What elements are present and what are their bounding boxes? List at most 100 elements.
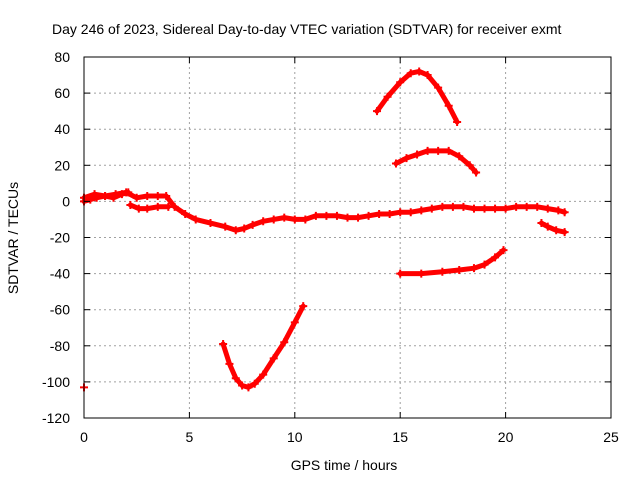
data-point (417, 269, 426, 278)
data-point (162, 191, 171, 200)
series-early-2 (126, 201, 173, 213)
y-tick-label: -80 (50, 338, 70, 354)
series-low-curve (396, 246, 508, 278)
y-tick-label: -120 (42, 410, 70, 426)
series-tail (537, 219, 569, 237)
data-point (259, 217, 268, 226)
axis-ticks: 0 5 10 15 20 25 -120 -100 -80 -60 -40 -20 0 20 40 60 80 (42, 49, 619, 445)
x-tick-label: 25 (603, 429, 619, 445)
data-point (423, 71, 432, 80)
data-point (238, 381, 247, 390)
data-point (472, 168, 481, 177)
data-point (181, 210, 190, 219)
data-point (406, 208, 415, 217)
data-point (491, 204, 500, 213)
data-point (280, 213, 289, 222)
data-point (438, 267, 447, 276)
plot-frame (83, 56, 612, 419)
y-tick-label: -40 (50, 266, 70, 282)
x-tick-label: 20 (498, 429, 514, 445)
y-tick-label: 20 (54, 157, 70, 173)
data-point (299, 302, 308, 311)
grid-lines (84, 57, 611, 418)
data-point (86, 195, 95, 204)
data-point (465, 161, 474, 170)
data-point (101, 191, 110, 200)
series-mid-arc (391, 146, 481, 177)
y-axis-label: SDTVAR / TECUs (5, 182, 21, 294)
series-line (538, 220, 568, 235)
y-tick-label: 0 (62, 193, 70, 209)
data-point (512, 202, 521, 211)
series-line (393, 148, 479, 175)
data-point (415, 67, 424, 76)
data-point (269, 215, 278, 224)
data-point (301, 215, 310, 224)
data-point (231, 374, 240, 383)
data-point (453, 117, 462, 126)
series-line (81, 189, 568, 233)
data-point (191, 215, 200, 224)
data-point (427, 204, 436, 213)
data-point (280, 338, 289, 347)
data-point (219, 339, 228, 348)
chart-title: Day 246 of 2023, Sidereal Day-to-day VTE… (52, 21, 561, 37)
data-point (164, 202, 173, 211)
y-tick-label: 40 (54, 121, 70, 137)
data-point (332, 211, 341, 220)
data-point (221, 222, 230, 231)
data-point (109, 193, 118, 202)
data-point (444, 101, 453, 110)
data-point (417, 206, 426, 215)
data-point (537, 219, 546, 228)
data-point (375, 210, 384, 219)
data-point (290, 318, 299, 327)
data-series (80, 67, 569, 392)
data-point (406, 69, 415, 78)
data-point (501, 204, 510, 213)
data-point (448, 202, 457, 211)
data-point (290, 215, 299, 224)
data-point (354, 213, 363, 222)
data-point (153, 191, 162, 200)
data-point (364, 211, 373, 220)
data-point (434, 83, 443, 92)
data-point (206, 219, 215, 228)
y-tick-label: 60 (54, 85, 70, 101)
data-point (522, 202, 531, 211)
x-tick-label: 5 (186, 429, 194, 445)
data-point (391, 159, 400, 168)
data-point (385, 210, 394, 219)
series-top-arc (373, 67, 462, 126)
data-point (491, 253, 500, 262)
data-point (438, 202, 447, 211)
data-point (244, 383, 253, 392)
y-tick-label: -20 (50, 230, 70, 246)
data-point (143, 204, 152, 213)
data-point (396, 208, 405, 217)
data-point (250, 379, 259, 388)
data-point (459, 202, 468, 211)
data-point (153, 202, 162, 211)
data-point (231, 226, 240, 235)
data-point (311, 211, 320, 220)
data-point (552, 226, 561, 235)
series-line (397, 247, 506, 277)
data-point (480, 204, 489, 213)
data-point (469, 204, 478, 213)
data-point (396, 269, 405, 278)
data-point (533, 202, 542, 211)
data-point (455, 152, 464, 161)
data-point (322, 211, 331, 220)
x-tick-label: 10 (287, 429, 303, 445)
data-point (423, 146, 432, 155)
data-point (383, 92, 392, 101)
data-point (373, 107, 382, 116)
data-point (132, 193, 141, 202)
data-point (248, 220, 257, 229)
data-point (124, 188, 133, 197)
data-point (117, 190, 126, 199)
data-point (455, 265, 464, 274)
series-main (80, 188, 569, 235)
